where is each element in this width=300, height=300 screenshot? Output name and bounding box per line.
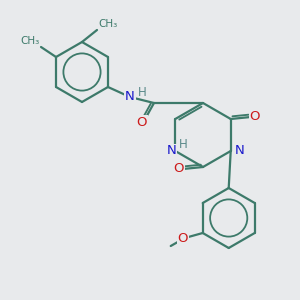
Text: N: N bbox=[235, 145, 244, 158]
Text: H: H bbox=[179, 139, 188, 152]
Text: O: O bbox=[178, 232, 188, 244]
Text: CH₃: CH₃ bbox=[98, 19, 117, 29]
Text: N: N bbox=[167, 145, 176, 158]
Text: CH₃: CH₃ bbox=[21, 36, 40, 46]
Text: O: O bbox=[174, 163, 184, 176]
Text: O: O bbox=[250, 110, 260, 124]
Text: N: N bbox=[125, 91, 135, 103]
Text: O: O bbox=[137, 116, 147, 128]
Text: H: H bbox=[138, 86, 147, 100]
